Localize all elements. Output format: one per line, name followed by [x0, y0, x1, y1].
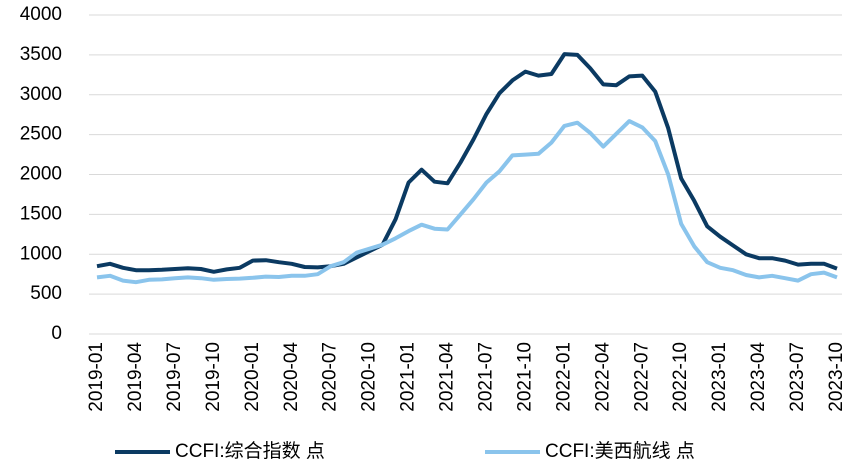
x-tick-label: 2020-07 [320, 342, 341, 412]
x-tick-label: 2021-04 [437, 342, 458, 412]
series-line [96, 52, 838, 274]
x-tick-label: 2023-07 [787, 342, 808, 412]
x-tick-label: 2020-04 [281, 342, 302, 412]
y-tick-label: 4000 [20, 4, 62, 25]
x-tick-label: 2019-04 [125, 342, 146, 412]
y-tick-label: 1000 [20, 243, 62, 264]
x-tick-label: 2019-01 [86, 342, 107, 412]
x-tick-label: 2019-10 [203, 342, 224, 412]
y-tick-label: 0 [51, 323, 62, 344]
x-tick-label: 2023-01 [709, 342, 730, 412]
y-tick-label: 2000 [20, 164, 62, 185]
x-tick-label: 2021-07 [475, 342, 496, 412]
x-tick-label: 2021-10 [514, 342, 535, 412]
x-tick-label: 2023-10 [826, 342, 847, 412]
x-tick-label: 2019-07 [164, 342, 185, 412]
x-tick-label: 2022-04 [592, 342, 613, 412]
y-tick-label: 1500 [20, 203, 62, 224]
series-line [96, 119, 838, 285]
y-tick-label: 500 [30, 283, 62, 304]
x-tick-label: 2020-01 [242, 342, 263, 412]
x-tick-label: 2022-01 [553, 342, 574, 412]
legend-label: CCFI:美西航线 点 [545, 440, 695, 462]
y-tick-label: 2500 [20, 124, 62, 145]
y-tick-label: 3000 [20, 84, 62, 105]
x-tick-label: 2023-04 [748, 342, 769, 412]
x-tick-label: 2022-10 [670, 342, 691, 412]
x-tick-label: 2022-07 [631, 342, 652, 412]
y-tick-label: 3500 [20, 44, 62, 65]
x-tick-label: 2021-01 [398, 342, 419, 412]
legend-label: CCFI:综合指数 点 [175, 440, 325, 462]
x-tick-label: 2020-10 [359, 342, 380, 412]
